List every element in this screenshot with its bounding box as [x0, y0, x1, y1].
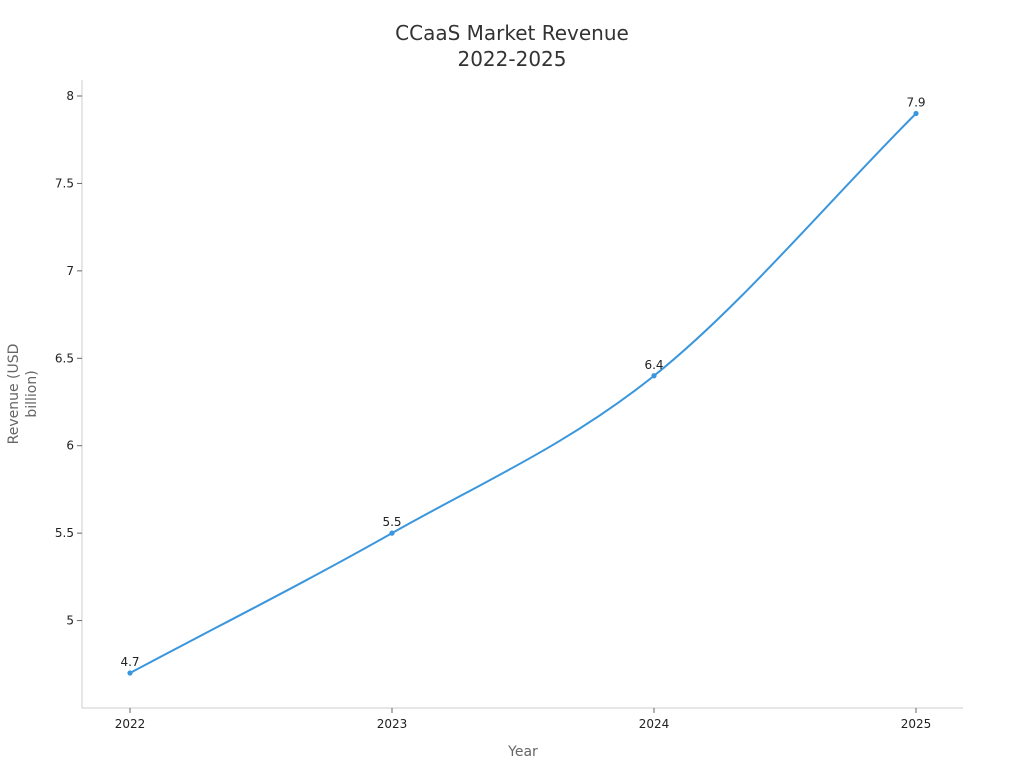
- data-point: [913, 110, 919, 117]
- y-axis-ticks: 5 5.5 6 6.5 7 7.5 8: [55, 89, 82, 628]
- y-axis-title: Revenue (USD billion): [6, 344, 40, 445]
- y-tick-label: 5.5: [55, 526, 74, 540]
- y-tick-label: 7: [66, 264, 74, 278]
- x-tick-label: 2024: [639, 717, 670, 731]
- y-tick-label: 5: [66, 614, 74, 628]
- y-tick-label: 6: [66, 439, 74, 453]
- x-axis-ticks: 2022 2023 2024 2025: [115, 708, 932, 731]
- data-label: 7.9: [906, 95, 925, 109]
- x-tick-label: 2022: [115, 717, 146, 731]
- chart-title-line-2: 2022-2025: [457, 47, 566, 71]
- y-axis-title-line-1: Revenue (USD: [6, 344, 22, 445]
- chart-title-line-1: CCaaS Market Revenue: [395, 21, 629, 45]
- data-point: [389, 530, 395, 536]
- y-axis-title-line-2: billion): [24, 370, 40, 417]
- data-label: 6.4: [644, 358, 663, 372]
- y-tick-label: 8: [66, 89, 74, 103]
- data-label: 5.5: [382, 515, 401, 529]
- y-tick-label: 6.5: [55, 351, 74, 365]
- y-tick-label: 7.5: [55, 176, 74, 190]
- series-layer: 4.7 5.5 6.4 7.9: [120, 95, 926, 676]
- data-label: 4.7: [120, 655, 139, 669]
- x-tick-label: 2025: [901, 717, 932, 731]
- data-point: [127, 670, 133, 676]
- x-axis-title: Year: [507, 744, 538, 760]
- series-line: [129, 112, 917, 675]
- x-tick-label: 2023: [377, 717, 408, 731]
- data-point: [651, 373, 657, 379]
